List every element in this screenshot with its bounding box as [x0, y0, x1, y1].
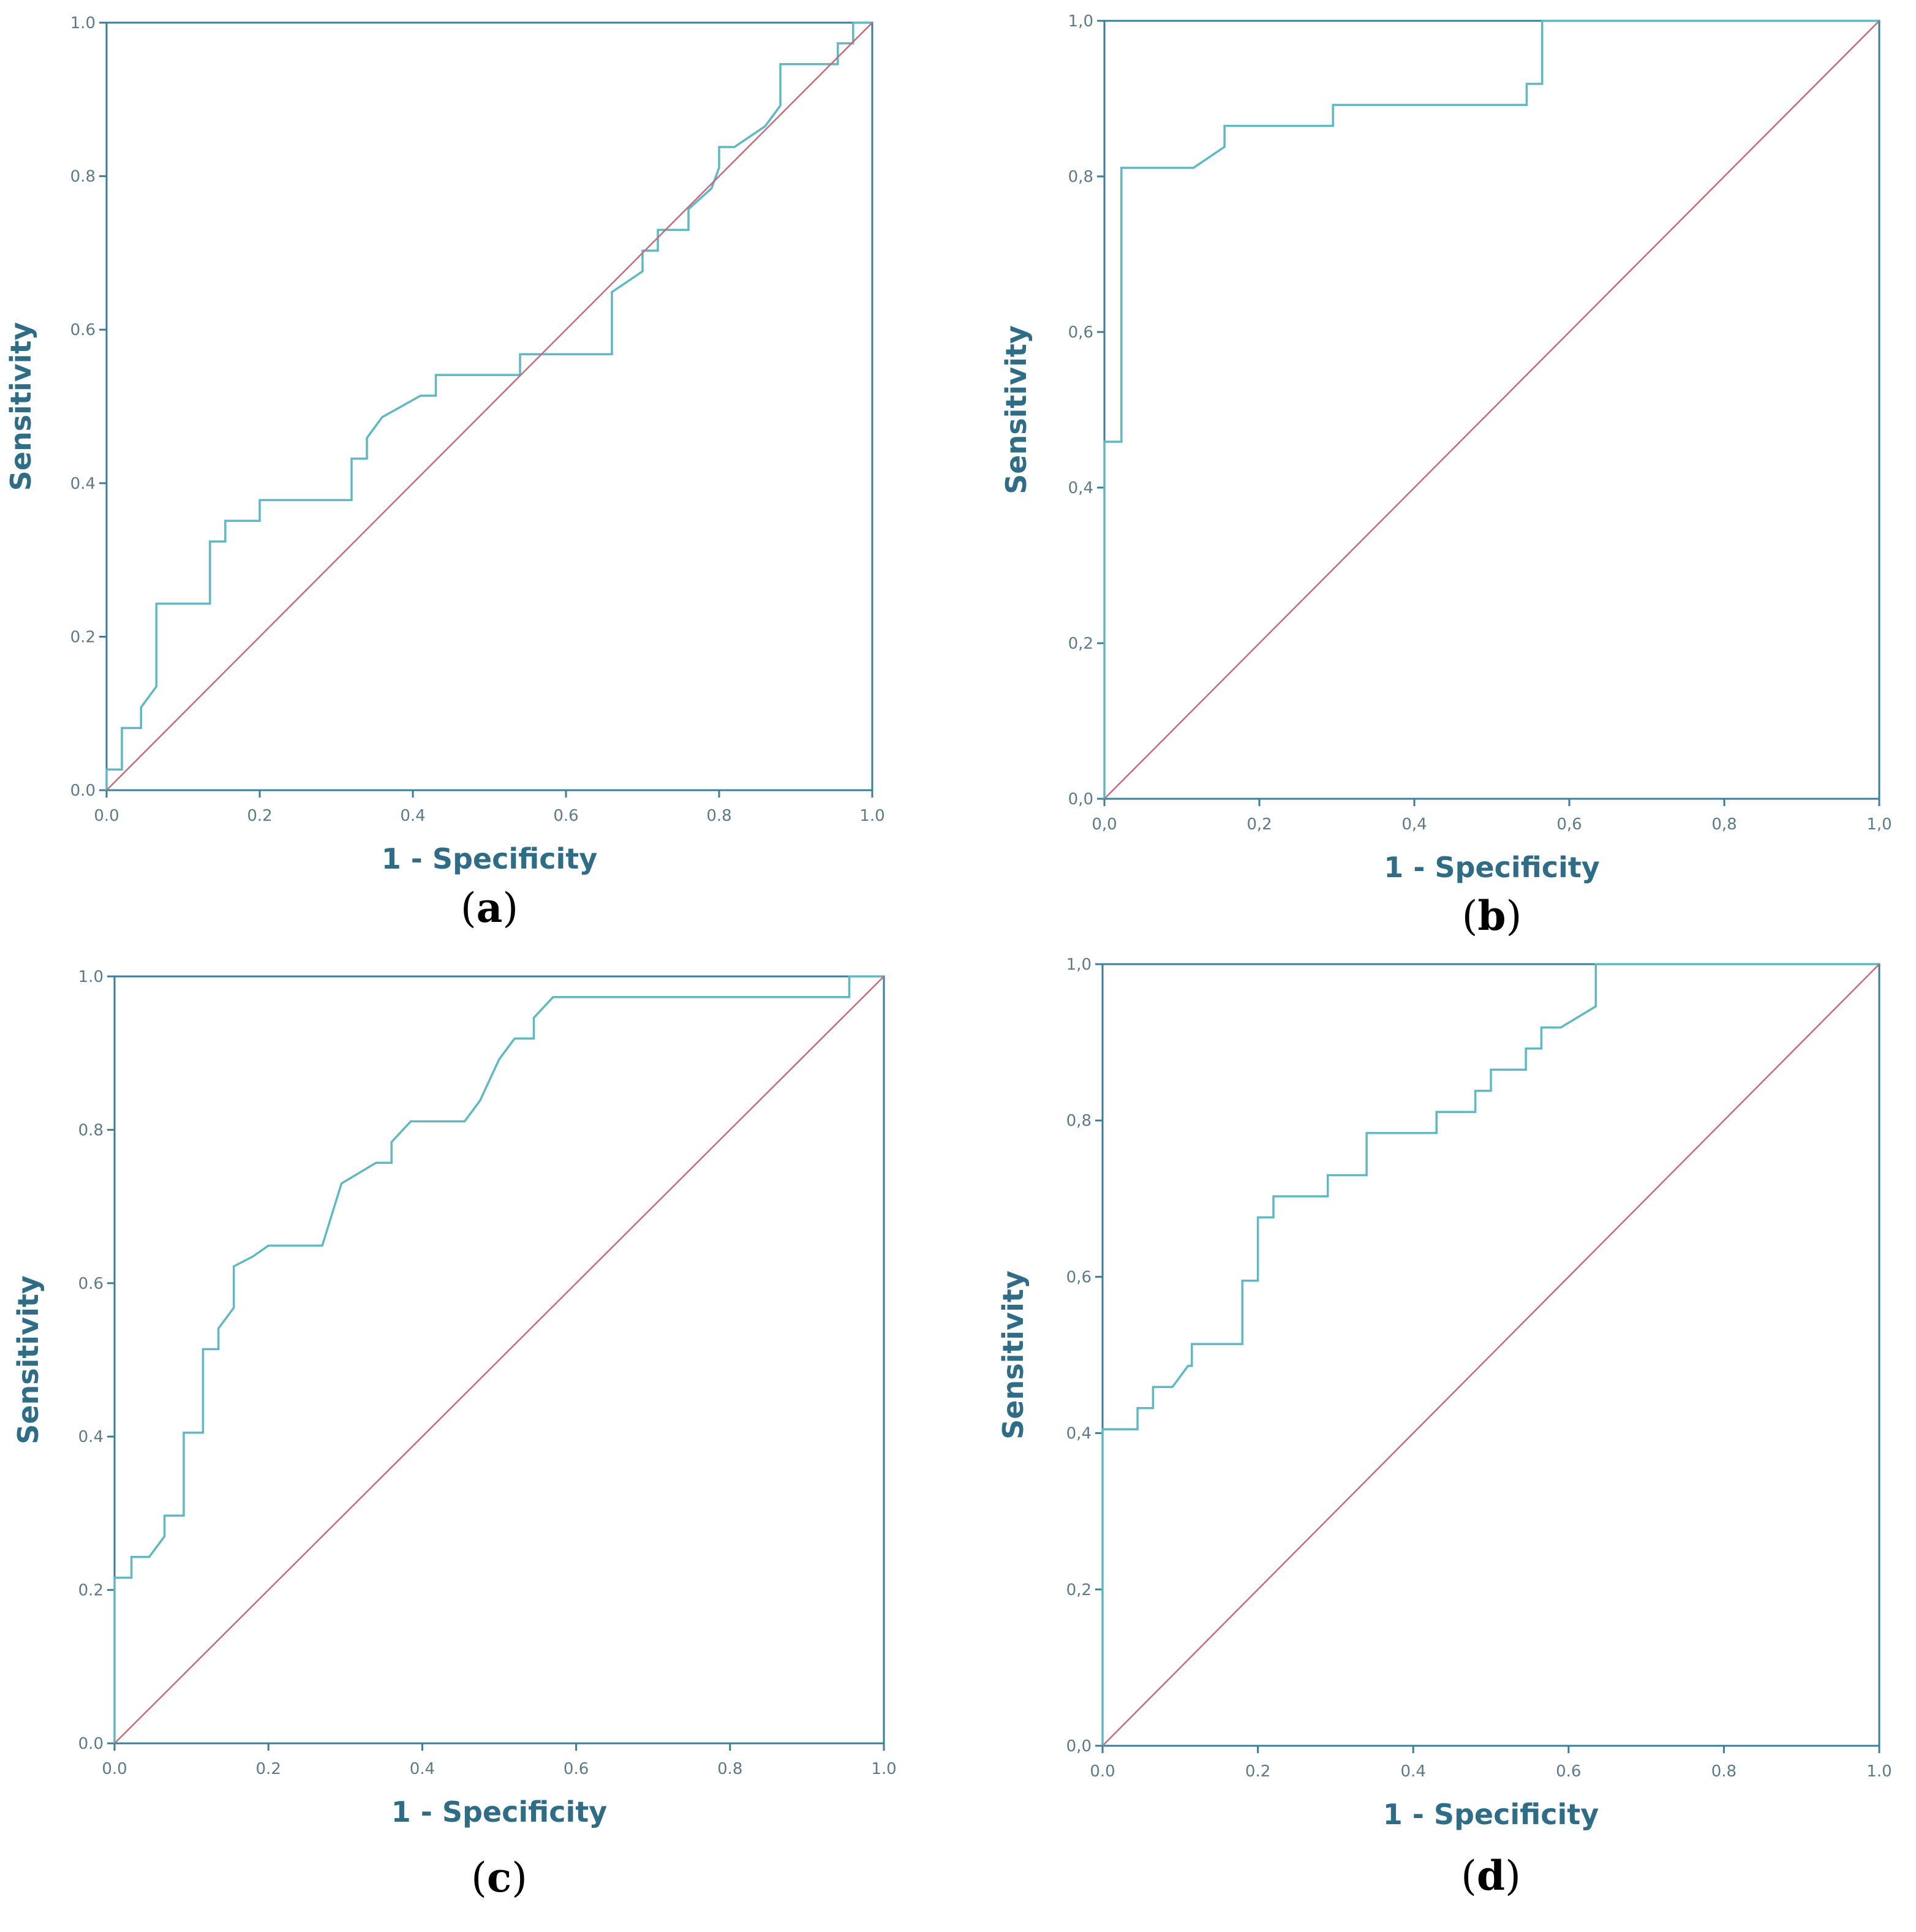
- x-tick-label: 0.6: [564, 1760, 589, 1778]
- x-tick-label: 0.8: [1711, 1762, 1737, 1781]
- chart-panel-c: 0.0 0.2 0.4 0.6 0.8 1.0 0.0 0.2 0.4 0.6 0.8 1.0 1 - …: [12, 968, 897, 1901]
- y-tick-label: 0.2: [78, 1582, 104, 1600]
- x-tick-label: 0,0: [1092, 815, 1117, 834]
- x-tick-label: 1.0: [859, 807, 884, 825]
- x-tick-label: 0.4: [1401, 1762, 1426, 1781]
- y-axis-label: Sensitivity: [4, 322, 37, 491]
- x-tick-label: 0.0: [94, 807, 119, 825]
- reference-line: [1102, 964, 1880, 1746]
- y-tick-label: 1,0: [1066, 956, 1092, 974]
- y-tick-label: 0,8: [1068, 168, 1093, 186]
- y-tick-label: 0,8: [1066, 1112, 1092, 1130]
- x-tick-label: 0.8: [717, 1760, 742, 1778]
- x-tick-label: 1.0: [871, 1760, 896, 1778]
- plot-frame: [113, 975, 885, 1745]
- y-tick-label: 0,0: [1068, 790, 1093, 809]
- y-axis-label: Sensitivity: [1000, 325, 1033, 494]
- y-axis-label: Sensitivity: [12, 1275, 45, 1444]
- roc-curve: [1103, 20, 1879, 799]
- roc-curve: [113, 975, 884, 1743]
- y-tick-label: 1.0: [70, 14, 96, 32]
- chart-panel-b: 0,0 0,2 0,4 0,6 0,8 1,0 0,0 0,2 0,4 0,6 0,8 1,0 1 - …: [1000, 12, 1892, 940]
- y-tick-label: 0,4: [1066, 1425, 1092, 1443]
- x-tick-label: 0,2: [1247, 815, 1272, 834]
- y-tick-label: 0.6: [70, 321, 96, 339]
- x-tick-label: 0.0: [102, 1760, 127, 1778]
- y-tick-label: 1,0: [1068, 12, 1093, 31]
- y-tick-label: 0,2: [1066, 1581, 1092, 1599]
- panel-label: (c): [471, 1854, 527, 1901]
- x-axis-label: 1 - Specificity: [1384, 851, 1600, 884]
- x-tick-label: 1,0: [1866, 815, 1891, 834]
- x-axis-label: 1 - Specificity: [391, 1795, 608, 1828]
- x-tick-label: 0.2: [1245, 1762, 1270, 1781]
- x-tick-label: 0.6: [1556, 1762, 1581, 1781]
- y-axis-label: Sensitivity: [997, 1270, 1030, 1440]
- plot-frame: [1103, 20, 1880, 800]
- y-tick-label: 0.6: [78, 1275, 104, 1293]
- y-tick-label: 0.4: [70, 475, 96, 493]
- x-tick-label: 0.4: [410, 1760, 435, 1778]
- x-axis-label: 1 - Specificity: [382, 842, 598, 875]
- plot-frame: [105, 21, 873, 791]
- panel-label: (b): [1462, 892, 1522, 940]
- panel-label: (d): [1461, 1852, 1521, 1900]
- y-tick-label: 0,0: [1066, 1737, 1092, 1756]
- x-tick-label: 0.2: [247, 807, 272, 825]
- x-tick-label: 0,6: [1556, 815, 1582, 834]
- y-tick-label: 0.0: [70, 782, 96, 800]
- roc-curve: [1101, 963, 1879, 1746]
- y-tick-label: 0,6: [1066, 1268, 1092, 1286]
- chart-panel-d: 0,0 0,2 0,4 0,6 0,8 1,0 0.0 0.2 0.4 0.6 0.8 1.0 1 - …: [997, 956, 1892, 1900]
- y-tick-label: 0.8: [78, 1121, 104, 1139]
- y-tick-label: 0,6: [1068, 323, 1093, 342]
- x-tick-label: 0.0: [1090, 1762, 1115, 1781]
- panel-label: (a): [461, 884, 518, 932]
- y-tick-label: 0,2: [1068, 635, 1093, 653]
- y-tick-label: 0,4: [1068, 479, 1093, 497]
- y-tick-label: 1.0: [78, 968, 104, 986]
- reference-line: [114, 976, 884, 1744]
- x-tick-label: 0.6: [553, 807, 578, 825]
- reference-line: [1104, 20, 1880, 799]
- x-tick-label: 0,8: [1711, 815, 1737, 834]
- y-tick-label: 0.2: [70, 628, 96, 646]
- y-tick-label: 0.0: [78, 1735, 104, 1753]
- reference-line: [106, 22, 873, 791]
- x-axis-label: 1 - Specificity: [1383, 1798, 1599, 1831]
- x-tick-label: 0.8: [706, 807, 731, 825]
- x-tick-label: 0.4: [400, 807, 425, 825]
- y-tick-label: 0.8: [70, 168, 96, 186]
- x-tick-label: 1.0: [1866, 1762, 1891, 1781]
- y-tick-label: 0.4: [78, 1428, 104, 1446]
- x-tick-label: 0,4: [1401, 815, 1427, 834]
- x-tick-label: 0.2: [256, 1760, 281, 1778]
- plot-frame: [1101, 963, 1880, 1747]
- chart-panel-a: 0.0 0.2 0.4 0.6 0.8 1.0 0.0 0.2 0.4 0.6 0.8 1.0 1 - …: [4, 14, 885, 932]
